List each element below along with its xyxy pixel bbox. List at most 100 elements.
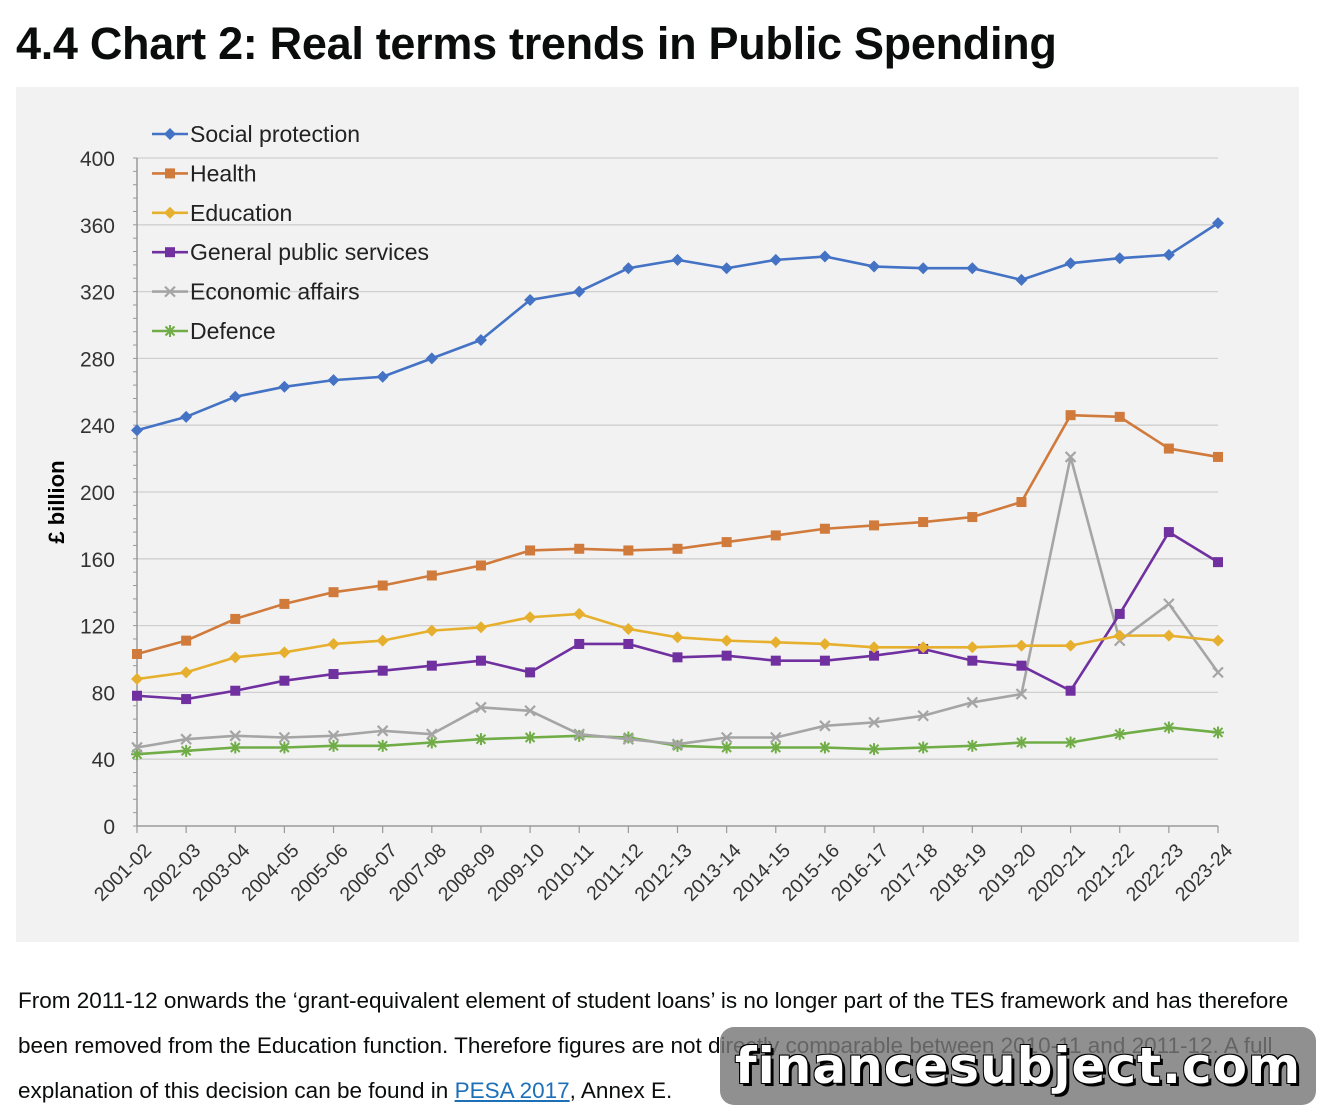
series-health [132, 410, 1223, 659]
data-point-general-public-services [328, 669, 339, 680]
data-point-social-protection [131, 424, 143, 437]
data-point-general-public-services [623, 638, 634, 649]
data-point-education [376, 634, 389, 647]
data-point-defence [131, 748, 143, 761]
data-point-social-protection [425, 352, 438, 365]
y-tick-label: 40 [92, 749, 115, 772]
y-tick-label: 240 [80, 415, 115, 438]
data-point-defence [818, 741, 831, 754]
data-point-health [918, 517, 929, 528]
data-point-general-public-services [869, 650, 880, 661]
data-point-education [720, 634, 733, 647]
data-point-social-protection [769, 253, 782, 266]
data-point-general-public-services [377, 665, 388, 676]
data-point-social-protection [720, 262, 733, 275]
legend-item-education: Education [152, 200, 292, 226]
data-point-health [1213, 451, 1223, 462]
pesa-link[interactable]: PESA 2017 [454, 1078, 570, 1103]
y-tick-label: 320 [80, 282, 115, 305]
series-line-economic-affairs [136, 455, 1220, 749]
data-point-social-protection [917, 262, 930, 275]
series-education [131, 607, 1224, 686]
data-point-social-protection [278, 380, 291, 393]
note-text-1: From 2011-12 onwards the ‘grant-equivale… [18, 988, 1289, 1103]
data-point-economic-affairs [917, 710, 929, 722]
data-point-economic-affairs [868, 716, 880, 729]
series-line-education [136, 612, 1219, 681]
legend-marker [164, 128, 176, 140]
data-point-general-public-services [279, 675, 290, 686]
data-point-economic-affairs [966, 696, 979, 709]
data-point-economic-affairs [278, 731, 291, 744]
data-point-defence [425, 736, 438, 749]
legend-label: General public services [190, 239, 429, 265]
data-point-economic-affairs [1212, 666, 1224, 679]
legend-label: Social protection [190, 121, 360, 147]
data-point-defence [278, 741, 291, 754]
watermark-banner: financesubject.com [720, 1027, 1316, 1105]
data-point-economic-affairs [131, 741, 143, 754]
data-point-education [524, 611, 537, 624]
data-point-social-protection [1015, 273, 1028, 286]
data-point-education [966, 641, 979, 654]
data-point-social-protection [376, 370, 389, 383]
data-point-education [1113, 629, 1126, 642]
data-point-defence [1212, 726, 1224, 739]
data-point-general-public-services [1213, 557, 1223, 568]
legend-label: Education [190, 200, 292, 226]
series-defence [131, 721, 1224, 761]
data-point-health [623, 545, 634, 556]
data-point-social-protection [671, 253, 684, 266]
y-tick-label: 360 [80, 215, 115, 238]
data-point-health [1065, 410, 1076, 421]
legend-item-defence: Defence [152, 318, 276, 344]
data-point-defence [1064, 736, 1077, 749]
data-point-defence [671, 739, 684, 752]
data-point-defence [622, 731, 635, 744]
data-point-general-public-services [230, 685, 241, 696]
data-point-general-public-services [426, 660, 437, 671]
data-point-general-public-services [1114, 608, 1125, 619]
data-point-health [574, 543, 585, 554]
data-point-health [279, 598, 290, 609]
data-point-education [818, 637, 831, 650]
data-point-economic-affairs [180, 733, 192, 745]
data-point-health [525, 545, 536, 556]
data-point-general-public-services [525, 667, 536, 678]
data-point-education [278, 646, 291, 659]
data-point-social-protection [229, 390, 242, 403]
data-point-education [229, 651, 242, 664]
data-point-economic-affairs [229, 730, 242, 742]
data-point-education [622, 622, 635, 635]
data-point-social-protection [327, 374, 340, 387]
data-point-education [769, 636, 782, 649]
legend-item-general-public-services: General public services [152, 239, 429, 265]
data-point-education [1015, 639, 1028, 652]
data-point-economic-affairs [1064, 451, 1077, 463]
data-point-economic-affairs [573, 728, 586, 740]
data-point-social-protection [966, 262, 979, 275]
y-tick-label: 0 [103, 816, 115, 839]
data-point-defence [474, 733, 487, 746]
data-point-social-protection [180, 410, 193, 423]
data-point-education [474, 621, 487, 634]
data-point-social-protection [573, 285, 586, 298]
data-point-social-protection [1212, 217, 1224, 230]
gridlines [137, 157, 1218, 760]
page-title: 4.4 Chart 2: Real terms trends in Public… [16, 18, 1057, 69]
watermark-text: financesubject.com [734, 1037, 1302, 1095]
note-text-2: , Annex E. [569, 1078, 673, 1103]
data-point-health [819, 523, 830, 534]
data-point-health [328, 587, 339, 598]
data-point-education [1212, 634, 1224, 647]
data-point-general-public-services [721, 650, 732, 661]
data-point-health [1114, 411, 1125, 422]
data-point-defence [868, 743, 881, 756]
data-point-economic-affairs [524, 704, 536, 717]
data-point-health [1016, 497, 1027, 508]
y-tick-label: 200 [80, 482, 115, 505]
data-point-education [671, 631, 684, 644]
data-point-health [230, 613, 241, 624]
data-point-defence [573, 729, 586, 742]
data-point-defence [917, 741, 930, 754]
